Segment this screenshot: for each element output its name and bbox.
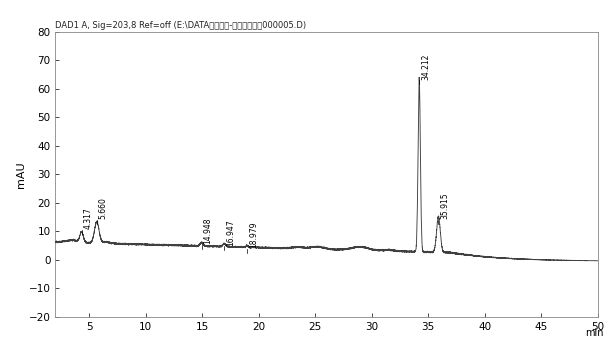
Text: min: min xyxy=(585,328,603,338)
Text: 5.660: 5.660 xyxy=(99,197,107,219)
Text: 16.947: 16.947 xyxy=(226,219,235,246)
Text: 4.317: 4.317 xyxy=(83,208,92,229)
Text: 14.948: 14.948 xyxy=(203,218,213,244)
Y-axis label: mAU: mAU xyxy=(16,161,26,188)
Text: 34.212: 34.212 xyxy=(421,53,430,80)
Text: 35.915: 35.915 xyxy=(440,193,449,219)
Text: 18.979: 18.979 xyxy=(249,222,258,249)
Text: DAD1 A, Sig=203,8 Ref=off (E:\DATA孔当归三-七土壤提取物000005.D): DAD1 A, Sig=203,8 Ref=off (E:\DATA孔当归三-七… xyxy=(55,21,307,30)
